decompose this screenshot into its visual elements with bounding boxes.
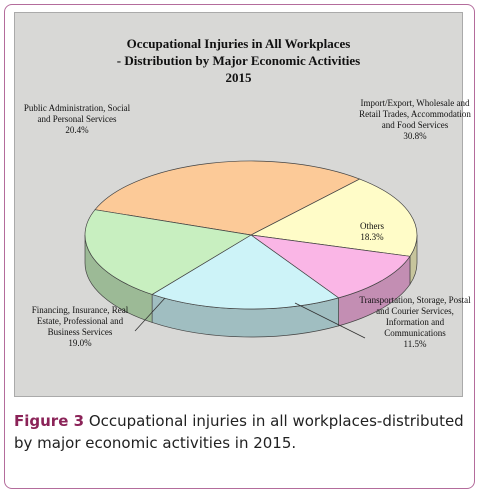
value-label: 30.8% (403, 131, 427, 141)
chart: Occupational Injuries in All Workplaces … (14, 12, 471, 397)
leader-line (134, 297, 166, 332)
caption-text: Occupational injuries in all workplaces-… (14, 412, 464, 452)
leader-line (294, 302, 366, 339)
category-label: Transportation, Storage, Postal and Cour… (359, 295, 471, 338)
slice-label: Import/Export, Wholesale and Retail Trad… (355, 98, 475, 142)
figure-frame (4, 4, 475, 489)
chart-title: Occupational Injuries in All Workplaces … (15, 35, 462, 86)
value-label: 20.4% (65, 125, 89, 135)
slice-label: Public Administration, Social and Person… (17, 103, 137, 136)
slice-label: Financing, Insurance, Real Estate, Profe… (25, 305, 135, 349)
caption-label: Figure 3 (14, 412, 85, 430)
slice (84, 209, 252, 295)
caption: Figure 3 Occupational injuries in all wo… (14, 410, 464, 454)
title-line: Occupational Injuries in All Workplaces (126, 36, 351, 51)
slice (249, 178, 418, 257)
category-label: Financing, Insurance, Real Estate, Profe… (31, 305, 129, 337)
slice-label: Others 18.3% (337, 221, 407, 243)
title-line: - Distribution by Major Economic Activit… (116, 53, 361, 68)
category-label: Import/Export, Wholesale and Retail Trad… (359, 98, 471, 130)
value-label: 11.5% (403, 339, 427, 349)
pie (84, 160, 418, 339)
slice-label: Transportation, Storage, Postal and Cour… (355, 295, 475, 350)
slice (151, 234, 340, 310)
slice (94, 160, 361, 236)
category-label: Public Administration, Social and Person… (23, 103, 131, 124)
title-line: 2015 (225, 70, 252, 85)
slice (250, 234, 411, 299)
category-label: Others (360, 221, 384, 231)
value-label: 19.0% (68, 338, 92, 348)
value-label: 18.3% (360, 232, 384, 242)
